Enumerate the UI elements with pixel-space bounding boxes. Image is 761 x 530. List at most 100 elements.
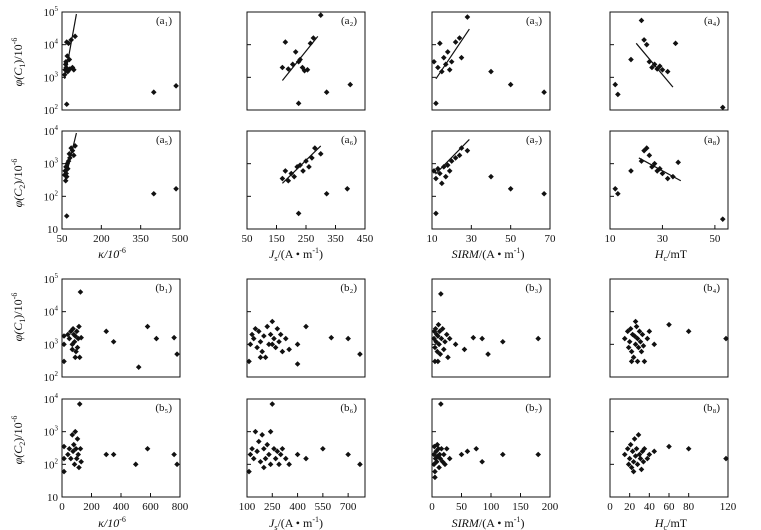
y-title-a-c1: φ(C1)/10-6	[10, 38, 27, 87]
data-point	[68, 37, 74, 43]
panel-label: (a₅)	[156, 134, 172, 146]
panel-a1: 105 104 103 102 (a₁)	[44, 5, 181, 117]
data-point	[612, 81, 619, 88]
data-point	[61, 341, 67, 348]
data-point	[78, 458, 84, 465]
y-tick-label: 103	[44, 157, 59, 171]
data-point	[249, 331, 255, 338]
data-point	[69, 341, 76, 348]
data-point	[312, 145, 318, 151]
data-point	[257, 458, 264, 465]
data-point	[433, 210, 439, 217]
data-point	[304, 67, 311, 73]
data-point	[641, 358, 648, 365]
data-point	[66, 335, 73, 342]
y-title-text: φ(C1)/10-6	[10, 38, 27, 87]
panel-label: (b₈)	[703, 402, 720, 414]
data-point	[261, 464, 267, 471]
data-point	[485, 351, 491, 357]
data-point	[641, 445, 648, 452]
data-point	[437, 40, 443, 47]
data-point	[615, 91, 621, 98]
x-tick-label: 60	[664, 501, 676, 513]
panel-a6: 50 150 250 350 450 (a₆)	[242, 130, 374, 245]
x-tick-label: 50	[456, 501, 468, 513]
data-point	[71, 441, 77, 448]
y-tick-label: 102	[44, 370, 59, 384]
data-point	[630, 458, 637, 465]
data-point	[317, 12, 324, 18]
data-point	[442, 173, 449, 180]
x-tick-label: 50	[505, 233, 517, 245]
data-point	[630, 468, 637, 475]
panel-b4: (b₄)	[609, 278, 729, 378]
y-tick-label: 103	[44, 70, 59, 84]
data-point	[479, 458, 485, 465]
data-point	[443, 445, 450, 452]
data-point	[436, 451, 443, 458]
panel-a2: (a₂)	[246, 11, 366, 111]
data-point	[294, 164, 300, 170]
data-point	[629, 448, 636, 455]
panel-label: (a₃)	[526, 15, 542, 27]
data-point	[637, 338, 644, 345]
data-point	[267, 461, 274, 468]
y-title-b-c2: φ(C2)/10-6	[10, 416, 27, 465]
x-tick-label: 450	[357, 233, 374, 245]
data-point	[259, 348, 265, 355]
x-tick-label: 350	[132, 233, 149, 245]
data-point	[323, 190, 330, 197]
data-point	[628, 56, 634, 63]
data-point	[664, 68, 671, 75]
data-point	[664, 175, 671, 182]
data-point	[643, 41, 650, 48]
data-point	[71, 152, 77, 159]
data-point	[444, 49, 451, 55]
data-point	[71, 67, 77, 73]
data-point	[723, 335, 729, 342]
data-point	[488, 68, 494, 75]
data-point	[507, 81, 514, 88]
data-point	[61, 443, 67, 450]
data-point	[637, 455, 644, 462]
data-point	[73, 455, 80, 462]
y-tick-label: 10	[47, 224, 59, 236]
data-point	[644, 335, 651, 342]
data-point	[657, 165, 663, 172]
x-tick-label: 80	[683, 501, 695, 513]
data-point	[464, 147, 471, 154]
data-point	[638, 158, 645, 164]
panel-a4: (a₄)	[609, 11, 729, 111]
panel-label: (b₂)	[340, 282, 357, 294]
data-point	[445, 354, 451, 361]
data-point	[631, 436, 638, 442]
y-tick-label: 104	[44, 124, 59, 138]
x-tick-label: 10	[427, 233, 439, 245]
data-point	[310, 35, 317, 41]
data-point	[433, 175, 439, 182]
data-point	[723, 455, 729, 462]
panel-label: (a₂)	[341, 15, 357, 27]
data-point	[473, 445, 480, 452]
data-point	[150, 89, 157, 96]
data-point	[646, 451, 653, 458]
x-tick-label: 70	[545, 233, 557, 245]
data-point	[76, 401, 83, 407]
data-point	[479, 335, 485, 342]
data-point	[666, 321, 672, 328]
plot-frame	[61, 278, 181, 378]
data-point	[439, 180, 445, 187]
data-point	[64, 160, 71, 167]
data-point	[438, 401, 444, 407]
data-point	[279, 175, 286, 182]
x-tick-label: 0	[59, 501, 65, 513]
data-point	[431, 58, 437, 65]
plot-frame	[61, 130, 181, 230]
data-point	[264, 323, 271, 330]
y-tick-label: 105	[44, 272, 59, 286]
data-point	[323, 89, 330, 96]
data-point	[432, 474, 438, 481]
data-point	[452, 155, 459, 161]
